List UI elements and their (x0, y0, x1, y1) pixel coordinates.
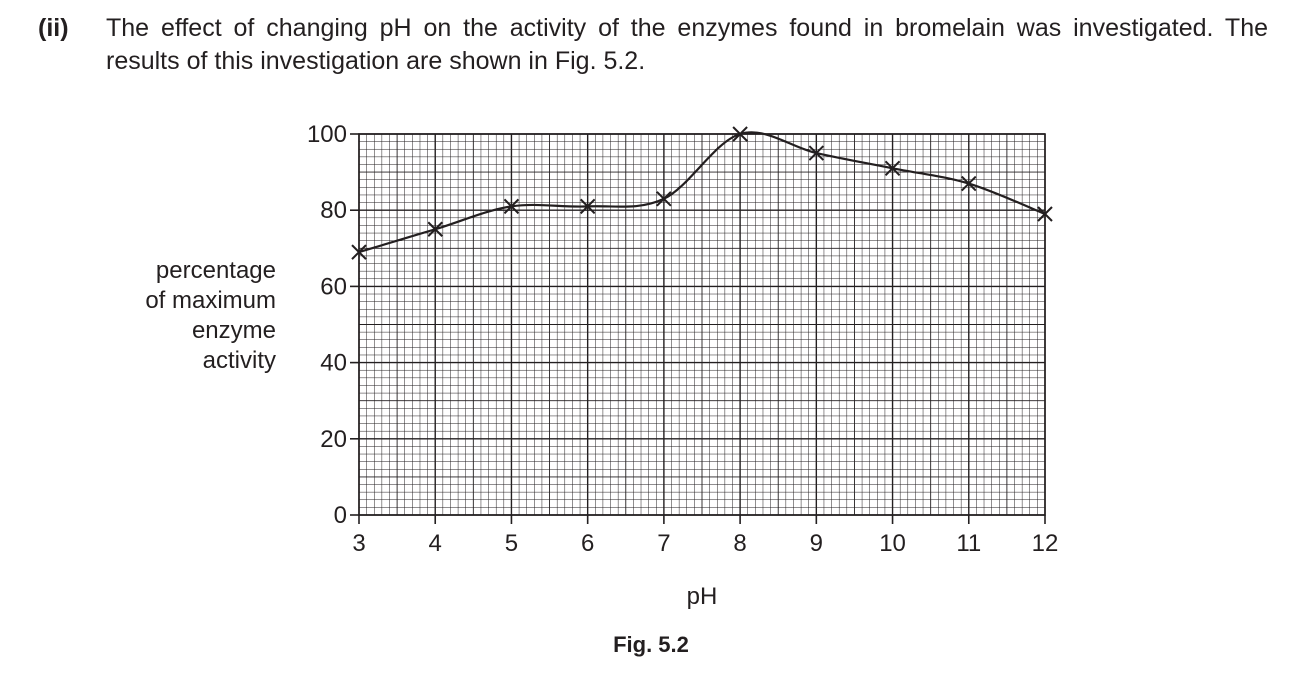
x-tick-label: 11 (956, 530, 981, 557)
data-point-stroke (884, 160, 901, 176)
y-axis-title: percentage of maximum enzyme activity (145, 257, 276, 374)
x-tick-label: 8 (733, 530, 746, 557)
x-tick-label: 12 (1032, 530, 1059, 557)
data-point (961, 175, 977, 192)
x-tick-labels: 3 4 5 6 7 8 9 10 11 12 (352, 530, 1058, 557)
data-point-stroke (732, 126, 748, 142)
y-axis-title-line: of maximum (145, 287, 276, 314)
data-point (351, 244, 367, 260)
data-point-stroke (427, 221, 443, 237)
question-label: (ii) (38, 14, 69, 42)
y-tick-label: 20 (320, 426, 347, 453)
data-points (351, 126, 1053, 260)
x-tick-label: 5 (505, 530, 518, 557)
data-point (503, 198, 520, 215)
x-tick-label: 4 (429, 530, 442, 557)
y-axis-title-line: activity (203, 347, 276, 374)
grid-major (358, 133, 1046, 516)
data-point (732, 126, 748, 142)
x-tick-label: 9 (810, 530, 823, 557)
grid-minor (359, 134, 1045, 515)
plot-frame (358, 133, 1046, 516)
data-point (427, 221, 443, 237)
data-point (808, 145, 825, 161)
figure-caption: Fig. 5.2 (613, 632, 689, 657)
data-point-stroke (579, 198, 596, 215)
data-point (1037, 206, 1053, 222)
y-axis-title-line: enzyme (192, 317, 276, 344)
x-axis-title: pH (687, 583, 718, 610)
data-point (579, 198, 596, 215)
y-tick-label: 80 (320, 197, 347, 224)
x-tick-label: 7 (657, 530, 670, 557)
data-point-stroke (1037, 206, 1053, 222)
data-curve (358, 131, 1046, 254)
x-tick-label: 10 (879, 530, 906, 557)
axis-ticks (350, 133, 1046, 524)
y-tick-label: 60 (320, 273, 347, 300)
data-point-stroke (961, 175, 977, 192)
data-point-stroke (351, 244, 367, 260)
data-point (884, 160, 901, 176)
y-tick-label: 0 (334, 502, 347, 529)
y-axis-title-line: percentage (156, 257, 276, 284)
x-tick-label: 6 (581, 530, 594, 557)
data-point-stroke (808, 145, 825, 161)
y-tick-labels: 0 20 40 60 80 100 (307, 121, 347, 529)
data-point (656, 191, 672, 207)
y-tick-label: 100 (307, 121, 347, 148)
x-tick-label: 3 (352, 530, 365, 557)
data-point-stroke (656, 191, 672, 207)
data-point-stroke (503, 198, 520, 215)
question-text: The effect of changing pH on the activit… (106, 14, 1268, 75)
y-tick-label: 40 (320, 350, 347, 377)
